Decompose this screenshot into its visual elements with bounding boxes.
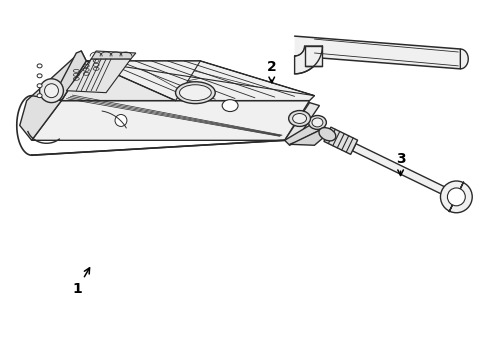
Polygon shape <box>86 61 315 100</box>
Ellipse shape <box>289 111 311 126</box>
Polygon shape <box>66 59 131 93</box>
Polygon shape <box>91 51 136 59</box>
Polygon shape <box>294 36 460 69</box>
Ellipse shape <box>37 64 42 68</box>
Ellipse shape <box>293 113 307 123</box>
Ellipse shape <box>37 74 42 78</box>
Circle shape <box>45 84 58 98</box>
Polygon shape <box>460 49 468 69</box>
Ellipse shape <box>309 116 326 129</box>
Circle shape <box>115 114 127 126</box>
Polygon shape <box>32 100 310 140</box>
Polygon shape <box>61 61 200 100</box>
Polygon shape <box>294 46 322 74</box>
Polygon shape <box>324 127 358 154</box>
Polygon shape <box>305 46 322 66</box>
Circle shape <box>447 188 465 206</box>
Ellipse shape <box>37 94 42 98</box>
Ellipse shape <box>312 118 323 127</box>
Ellipse shape <box>37 84 42 88</box>
Polygon shape <box>449 182 464 212</box>
Polygon shape <box>352 144 458 201</box>
Ellipse shape <box>319 128 336 141</box>
Circle shape <box>441 181 472 213</box>
Polygon shape <box>56 51 86 100</box>
Text: 3: 3 <box>396 152 405 176</box>
Polygon shape <box>285 122 319 145</box>
Circle shape <box>40 79 63 103</box>
Polygon shape <box>285 103 319 142</box>
Ellipse shape <box>222 100 238 112</box>
Ellipse shape <box>179 85 211 100</box>
Polygon shape <box>20 51 86 140</box>
Ellipse shape <box>175 82 215 104</box>
Text: 1: 1 <box>73 268 90 296</box>
Text: 2: 2 <box>267 60 277 83</box>
Polygon shape <box>290 130 329 145</box>
